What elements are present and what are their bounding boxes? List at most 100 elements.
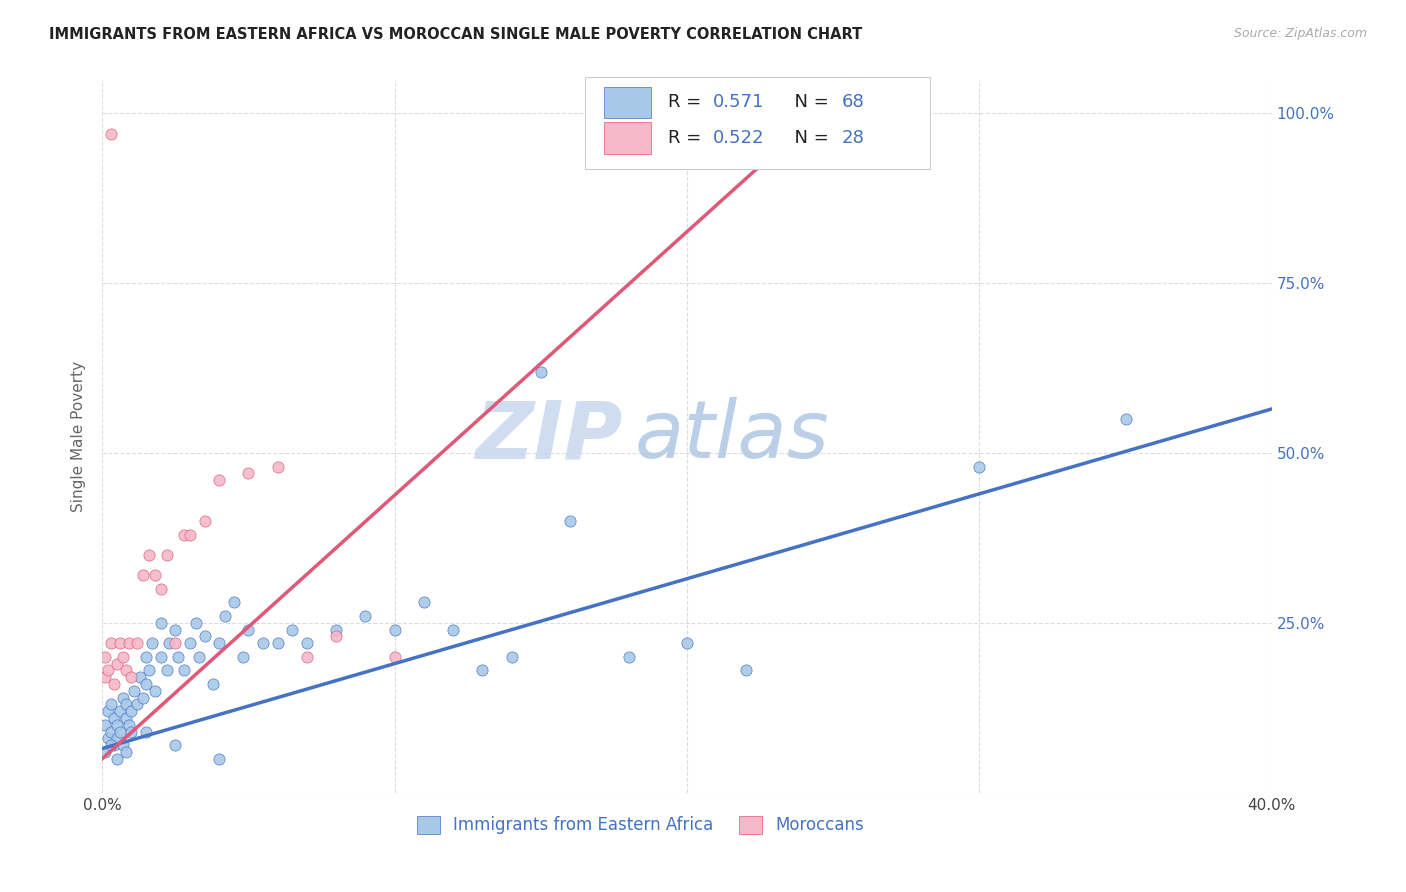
- Point: [114, 664, 136, 678]
- Point: [100, 724, 122, 739]
- Point: [97, 731, 120, 746]
- Point: [325, 629, 347, 643]
- Text: atlas: atlas: [634, 397, 830, 475]
- Point: [114, 698, 136, 712]
- Point: [187, 649, 209, 664]
- Point: [266, 636, 288, 650]
- Point: [97, 704, 120, 718]
- Point: [127, 636, 149, 650]
- Point: [111, 690, 134, 705]
- Point: [184, 615, 207, 630]
- Point: [1115, 412, 1137, 426]
- Point: [325, 623, 347, 637]
- Point: [141, 636, 163, 650]
- Point: [114, 745, 136, 759]
- Point: [105, 717, 128, 731]
- Point: [132, 690, 155, 705]
- Point: [530, 365, 553, 379]
- Point: [173, 664, 195, 678]
- Point: [238, 467, 260, 481]
- Point: [149, 649, 172, 664]
- Point: [167, 649, 190, 664]
- Point: [135, 649, 157, 664]
- Text: IMMIGRANTS FROM EASTERN AFRICA VS MOROCCAN SINGLE MALE POVERTY CORRELATION CHART: IMMIGRANTS FROM EASTERN AFRICA VS MOROCC…: [49, 27, 862, 42]
- Point: [127, 698, 149, 712]
- Point: [558, 514, 581, 528]
- Point: [135, 677, 157, 691]
- Point: [179, 527, 201, 541]
- Point: [208, 473, 231, 487]
- Text: ZIP: ZIP: [475, 397, 623, 475]
- Point: [155, 664, 177, 678]
- Point: [202, 677, 225, 691]
- Point: [105, 752, 128, 766]
- Point: [412, 595, 434, 609]
- Text: 68: 68: [841, 94, 865, 112]
- Point: [266, 459, 288, 474]
- Point: [149, 582, 172, 596]
- Text: 28: 28: [841, 129, 865, 147]
- Point: [100, 636, 122, 650]
- Legend: Immigrants from Eastern Africa, Moroccans: Immigrants from Eastern Africa, Moroccan…: [416, 815, 863, 834]
- Point: [117, 636, 139, 650]
- Point: [734, 664, 756, 678]
- Point: [617, 649, 640, 664]
- Point: [969, 459, 991, 474]
- Point: [100, 738, 122, 752]
- Point: [143, 683, 166, 698]
- Point: [295, 649, 318, 664]
- Text: Source: ZipAtlas.com: Source: ZipAtlas.com: [1233, 27, 1367, 40]
- Point: [103, 738, 125, 752]
- Point: [94, 649, 117, 664]
- Point: [281, 623, 304, 637]
- Point: [165, 623, 187, 637]
- Point: [441, 623, 464, 637]
- FancyBboxPatch shape: [585, 78, 931, 169]
- Text: R =: R =: [668, 129, 707, 147]
- Point: [471, 664, 494, 678]
- Point: [179, 636, 201, 650]
- Point: [103, 677, 125, 691]
- Point: [252, 636, 274, 650]
- Point: [94, 717, 117, 731]
- Point: [132, 568, 155, 582]
- Point: [138, 548, 160, 562]
- Point: [173, 527, 195, 541]
- Point: [501, 649, 523, 664]
- Text: R =: R =: [668, 94, 707, 112]
- Text: 0.522: 0.522: [713, 129, 765, 147]
- Y-axis label: Single Male Poverty: Single Male Poverty: [72, 360, 86, 512]
- Point: [117, 717, 139, 731]
- Point: [354, 609, 377, 624]
- Point: [105, 731, 128, 746]
- Point: [108, 724, 131, 739]
- Point: [114, 711, 136, 725]
- Point: [232, 649, 254, 664]
- FancyBboxPatch shape: [605, 122, 651, 153]
- Point: [105, 657, 128, 671]
- Point: [111, 738, 134, 752]
- Point: [94, 745, 117, 759]
- Point: [138, 664, 160, 678]
- Point: [100, 698, 122, 712]
- Point: [129, 670, 152, 684]
- Point: [676, 636, 699, 650]
- Text: 0.571: 0.571: [713, 94, 765, 112]
- Point: [135, 724, 157, 739]
- Point: [222, 595, 245, 609]
- Point: [214, 609, 236, 624]
- Point: [208, 636, 231, 650]
- Point: [120, 704, 142, 718]
- Point: [193, 514, 215, 528]
- Point: [108, 704, 131, 718]
- FancyBboxPatch shape: [605, 87, 651, 118]
- Point: [120, 670, 142, 684]
- Text: N =: N =: [783, 129, 835, 147]
- Point: [384, 623, 406, 637]
- Point: [103, 711, 125, 725]
- Point: [165, 636, 187, 650]
- Point: [165, 738, 187, 752]
- Point: [193, 629, 215, 643]
- Point: [97, 664, 120, 678]
- Point: [108, 636, 131, 650]
